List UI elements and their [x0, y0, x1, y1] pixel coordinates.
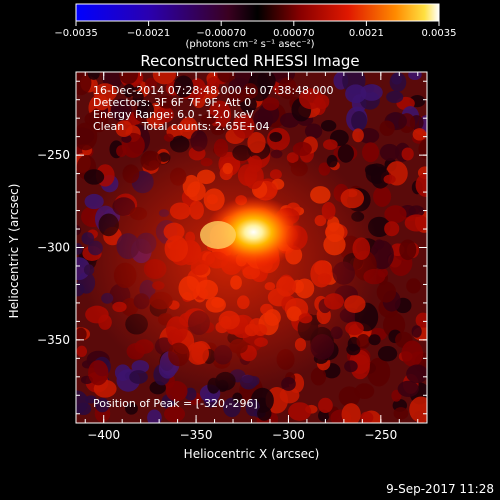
peak-source: [205, 196, 302, 269]
colorbar-ticks: −0.0035 −0.0021 −0.00070 0.00070 0.0021 0.003…: [54, 21, 457, 39]
colorbar-tick-label: 0.0021: [349, 28, 384, 39]
peak-position-label: Position of Peak = [-320,-296]: [93, 397, 258, 410]
rhessi-image: [76, 72, 427, 423]
colorbar-tick-label: 0.00070: [273, 28, 314, 39]
x-axis-label: Heliocentric X (arcsec): [183, 447, 320, 461]
y-tick-label: −350: [37, 333, 70, 347]
colorbar-units: (photons cm⁻² s⁻¹ asec⁻²): [185, 39, 315, 50]
colorbar-tick-label: −0.0021: [127, 28, 170, 39]
x-tick-label: −250: [364, 428, 397, 442]
time-range: 16-Dec-2014 07:28:48.000 to 07:38:48.000: [93, 84, 334, 97]
colorbar-tick-label: −0.0035: [54, 28, 97, 39]
y-tick-label: −300: [37, 241, 70, 255]
plot-title: Reconstructed RHESSI Image: [140, 52, 360, 70]
info-box: 16-Dec-2014 07:28:48.000 to 07:38:48.000…: [93, 85, 334, 133]
y-axis-label: Heliocentric Y (arcsec): [7, 183, 21, 319]
energy-range: Energy Range: 6.0 - 12.0 keV: [93, 108, 254, 121]
detectors: Detectors: 3F 6F 7F 9F, Att 0: [93, 96, 252, 109]
colorbar-tick-label: −0.00070: [196, 28, 246, 39]
x-tick-label: −300: [272, 428, 305, 442]
colorbar-tick-label: 0.0035: [422, 28, 457, 39]
axis-ticks: −400 −350 −300 −250 −250 −300 −350: [37, 72, 427, 442]
y-tick-label: −250: [37, 148, 70, 162]
method-counts: Clean Total counts: 2.65E+04: [93, 120, 270, 133]
x-tick-label: −350: [180, 428, 213, 442]
x-tick-label: −400: [87, 428, 120, 442]
colorbar: [75, 3, 440, 22]
timestamp: 9-Sep-2017 11:28: [386, 482, 494, 496]
